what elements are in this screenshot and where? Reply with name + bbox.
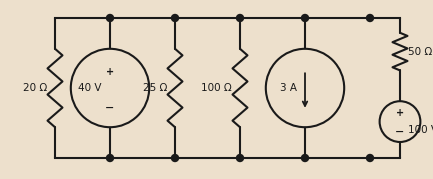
- Circle shape: [366, 14, 374, 21]
- Circle shape: [171, 14, 178, 21]
- Circle shape: [236, 14, 243, 21]
- Circle shape: [171, 154, 178, 161]
- Circle shape: [366, 154, 374, 161]
- Circle shape: [301, 14, 308, 21]
- Text: +: +: [106, 67, 114, 77]
- Text: 3 A: 3 A: [280, 83, 297, 93]
- Text: 100 V: 100 V: [408, 125, 433, 135]
- Circle shape: [236, 154, 243, 161]
- Text: −: −: [105, 103, 115, 113]
- Text: 40 V: 40 V: [78, 83, 102, 93]
- Text: −: −: [395, 127, 405, 137]
- Text: 25 Ω: 25 Ω: [142, 83, 167, 93]
- Circle shape: [107, 14, 113, 21]
- Text: 100 Ω: 100 Ω: [201, 83, 232, 93]
- Circle shape: [301, 154, 308, 161]
- Circle shape: [107, 154, 113, 161]
- Text: 20 Ω: 20 Ω: [23, 83, 47, 93]
- Text: 50 Ω: 50 Ω: [408, 47, 432, 57]
- Text: +: +: [396, 108, 404, 118]
